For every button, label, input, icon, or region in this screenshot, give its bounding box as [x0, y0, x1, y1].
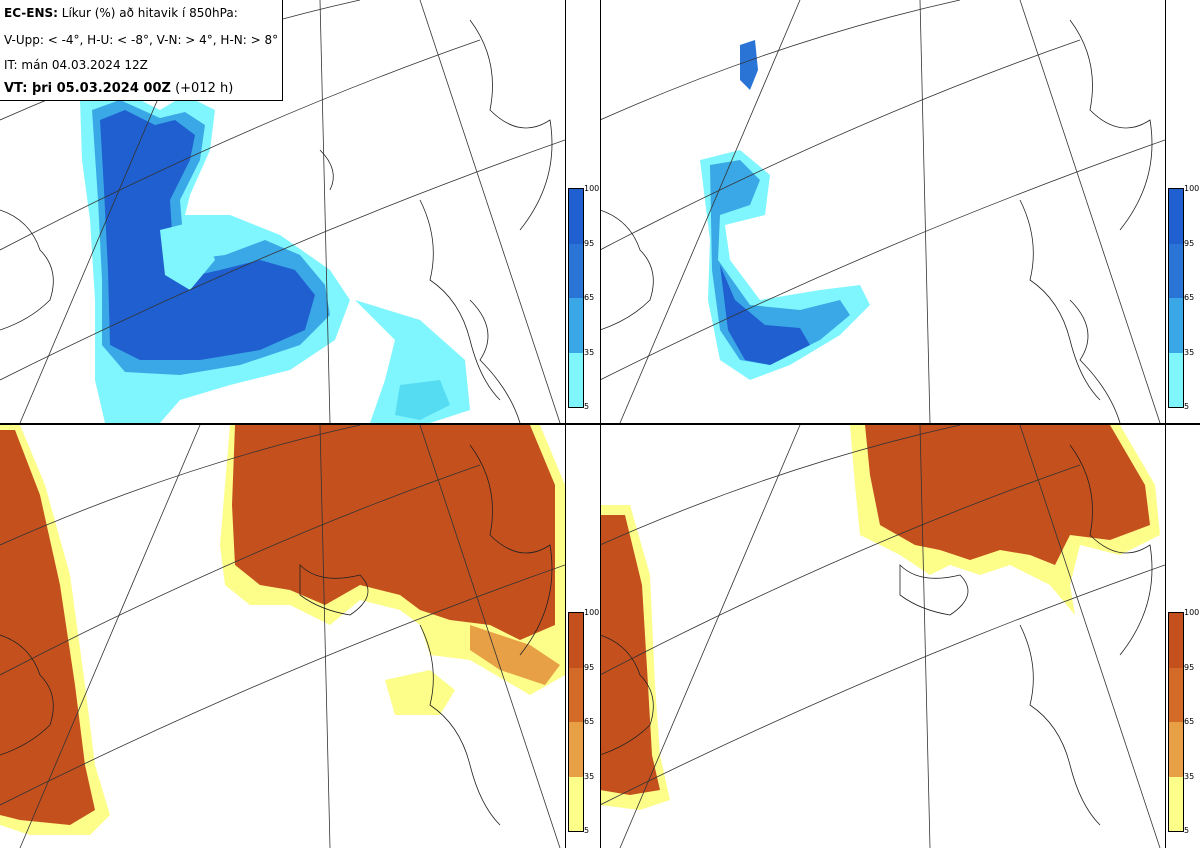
- prob-area-north: [740, 40, 758, 90]
- colorbar-segment: [1169, 667, 1183, 722]
- colorbar-segment: [1169, 722, 1183, 777]
- colorbar-segment: [569, 613, 583, 668]
- colorbar-tick-label: 95: [584, 238, 595, 248]
- coastlines: [0, 19, 553, 423]
- colorbar-tick-label: 100: [1184, 184, 1200, 193]
- colorbar-tick-label: 35: [584, 347, 595, 357]
- colorbar-tick-label: 5: [1184, 826, 1190, 835]
- colorbar-tick-label: 100: [584, 608, 600, 617]
- panel-divider-vertical-3: [1165, 0, 1166, 848]
- colorbar-segment: [569, 298, 583, 353]
- colorbar-segment: [569, 243, 583, 298]
- colorbar-bottom-left: [568, 612, 584, 832]
- colorbar-segment: [1169, 352, 1183, 407]
- map-bottom-right: [600, 425, 1165, 848]
- product-title: EC-ENS: Líkur (%) að hitavik í 850hPa:: [4, 6, 238, 20]
- map-bottom-left: [0, 425, 565, 848]
- colorbar-segment: [1169, 189, 1183, 244]
- prob-area-main: [232, 425, 555, 640]
- colorbar-top-left: [568, 188, 584, 408]
- colorbar-tick-label: 95: [584, 662, 595, 672]
- coastlines: [600, 19, 1153, 423]
- colorbar-segment: [569, 667, 583, 722]
- colorbar-tick-label: 65: [1184, 717, 1195, 726]
- prob-area-east-mid: [470, 625, 560, 685]
- colorbar-segment: [1169, 243, 1183, 298]
- prob-area-hole: [160, 220, 215, 290]
- colorbar-tick-label: 5: [584, 826, 590, 835]
- colorbar-tick-label: 35: [1184, 347, 1195, 357]
- map-top-right: [600, 0, 1165, 423]
- colorbar-tick-label: 95: [1184, 662, 1195, 672]
- colorbar-segment: [1169, 613, 1183, 668]
- colorbar-segment: [569, 352, 583, 407]
- valid-time: VT: þri 05.03.2024 00Z (+012 h): [4, 81, 234, 96]
- colorbar-segment: [569, 722, 583, 777]
- colorbar-tick-label: 5: [1184, 402, 1190, 411]
- coastlines: [0, 444, 553, 826]
- colorbar-bottom-right: [1168, 612, 1184, 832]
- graticule: [0, 425, 565, 848]
- graticule: [600, 0, 1165, 423]
- colorbar-tick-label: 95: [1184, 238, 1195, 248]
- map-panel-bottom-right: [600, 425, 1165, 848]
- panel-divider-vertical: [565, 0, 566, 848]
- prob-area-west: [600, 515, 660, 795]
- colorbar-tick-label: 65: [584, 717, 595, 726]
- prob-area-dark: [100, 110, 315, 360]
- colorbar-tick-label: 100: [584, 184, 600, 193]
- colorbar-segment: [569, 776, 583, 831]
- header-box: EC-ENS: Líkur (%) að hitavik í 850hPa: V…: [0, 0, 283, 101]
- panel-divider-vertical-2: [600, 0, 601, 848]
- colorbar-tick-label: 35: [584, 771, 595, 781]
- prob-area-south: [385, 670, 455, 715]
- colorbar-tick-label: 65: [1184, 293, 1195, 302]
- colorbar-tick-label: 100: [1184, 608, 1200, 617]
- prob-area-dark: [720, 265, 810, 365]
- colorbar-tick-label: 35: [1184, 771, 1195, 781]
- colorbar-segment: [569, 189, 583, 244]
- colorbar-tick-label: 65: [584, 293, 595, 302]
- prob-area-east-mid: [395, 380, 450, 420]
- coastlines: [600, 444, 1153, 826]
- colorbar-tick-label: 5: [584, 402, 590, 411]
- prob-area-west: [0, 430, 95, 825]
- map-top-left: [0, 0, 565, 423]
- thresholds-text: V-Upp: < -4°, H-U: < -8°, V-N: > 4°, H-N…: [4, 33, 279, 47]
- prob-area-main: [865, 425, 1150, 565]
- colorbar-segment: [1169, 776, 1183, 831]
- colorbar-segment: [1169, 298, 1183, 353]
- graticule: [600, 425, 1165, 848]
- colorbar-top-right: [1168, 188, 1184, 408]
- map-panel-top-right: [600, 0, 1165, 423]
- init-time: IT: mán 04.03.2024 12Z: [4, 58, 148, 72]
- map-panel-bottom-left: [0, 425, 565, 848]
